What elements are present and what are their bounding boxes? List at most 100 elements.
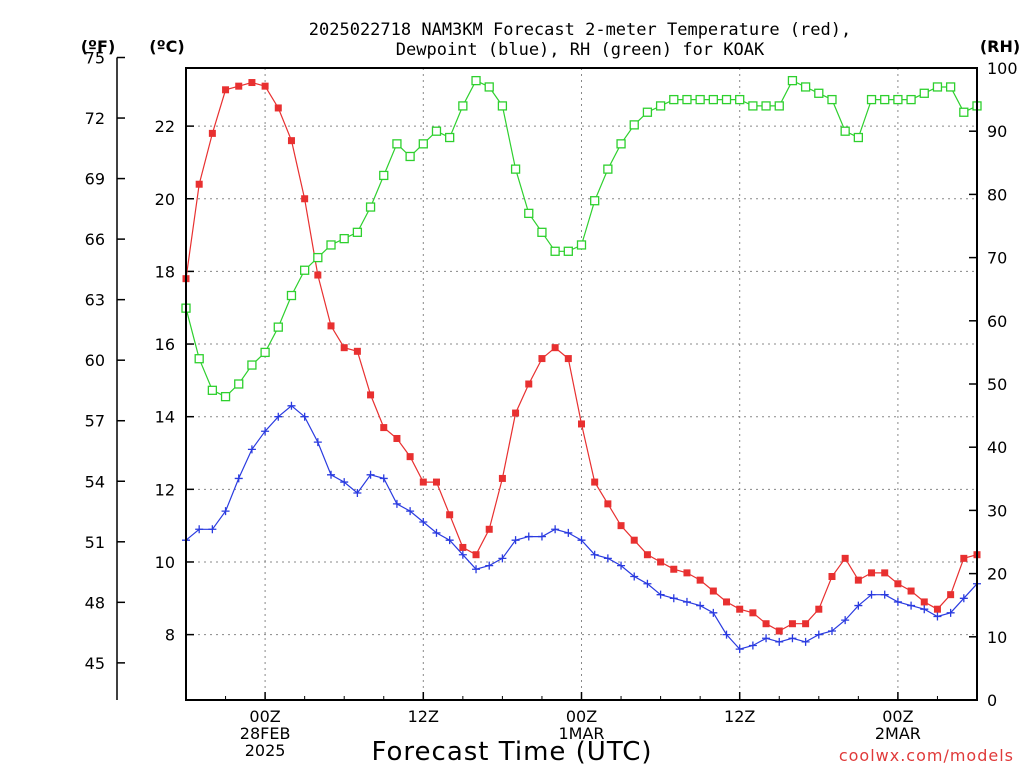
celsius-tick-label: 16 bbox=[155, 335, 175, 354]
dewpoint-point bbox=[537, 532, 546, 541]
dewpoint-point bbox=[814, 630, 823, 639]
rh-point bbox=[550, 246, 560, 256]
rh-point bbox=[326, 240, 336, 250]
fahrenheit-tick-label: 51 bbox=[85, 533, 105, 552]
dewpoint-point bbox=[261, 427, 270, 436]
dewpoint-point bbox=[195, 525, 204, 534]
fahrenheit-tick-label: 72 bbox=[85, 109, 105, 128]
temperature-point bbox=[696, 576, 704, 584]
dewpoint-point bbox=[511, 536, 520, 545]
temperature-point bbox=[907, 587, 915, 595]
rh-point bbox=[590, 196, 600, 206]
rh-point bbox=[471, 75, 481, 86]
dewpoint-point bbox=[485, 561, 494, 570]
rh-point bbox=[418, 139, 428, 149]
dewpoint-point bbox=[827, 626, 836, 635]
temperature-point bbox=[643, 551, 651, 559]
celsius-tick-label: 14 bbox=[155, 408, 175, 427]
rh-point bbox=[893, 94, 903, 105]
rh-point bbox=[642, 107, 653, 117]
rh-tick-label: 70 bbox=[987, 249, 1007, 268]
celsius-tick-label: 12 bbox=[155, 480, 175, 499]
temperature-point bbox=[380, 424, 388, 432]
rh-point bbox=[945, 82, 956, 92]
dewpoint-point bbox=[933, 612, 942, 621]
temperature-point bbox=[657, 558, 665, 566]
temperature-point bbox=[723, 598, 731, 606]
celsius-tick-label: 22 bbox=[155, 117, 175, 136]
temperature-point bbox=[525, 380, 533, 388]
celsius-tick-label: 10 bbox=[155, 553, 175, 572]
rh-point bbox=[405, 151, 415, 162]
rh-point bbox=[563, 246, 573, 256]
time-tick-label: 2MAR bbox=[875, 724, 921, 743]
rh-point bbox=[497, 101, 508, 111]
dewpoint-point bbox=[327, 470, 336, 479]
rh-point bbox=[906, 94, 916, 105]
dewpoint-point bbox=[406, 507, 415, 516]
rh-point bbox=[379, 170, 389, 181]
dewpoint-point bbox=[208, 525, 217, 534]
time-tick-label: 12Z bbox=[724, 707, 755, 726]
temperature-point bbox=[314, 271, 322, 279]
dewpoint-point bbox=[643, 579, 652, 588]
dewpoint-point bbox=[274, 412, 283, 421]
plot-frame bbox=[185, 67, 978, 701]
time-tick-label: 2025 bbox=[245, 741, 286, 760]
dewpoint-point bbox=[247, 445, 256, 454]
dewpoint-point bbox=[762, 634, 771, 643]
rh-point bbox=[669, 94, 679, 105]
temperature-point bbox=[788, 620, 796, 628]
axis-layer: 8 10 12 14 16 18 20 22 45 48 51 54 57 60 63 66 69 72 75 0 10… bbox=[85, 49, 1018, 760]
dewpoint-point bbox=[498, 554, 507, 563]
rh-point bbox=[207, 385, 218, 395]
rh-point bbox=[787, 75, 798, 86]
celsius-unit-label: (ºC) bbox=[149, 37, 184, 56]
rh-point bbox=[721, 94, 732, 105]
rh-tick-label: 20 bbox=[987, 565, 1007, 584]
rh-point bbox=[616, 139, 626, 149]
temperature-point bbox=[446, 511, 454, 519]
rh-point bbox=[431, 126, 442, 136]
rh-point bbox=[827, 94, 837, 105]
temperature-point bbox=[301, 195, 309, 203]
dewpoint-point bbox=[893, 597, 902, 606]
temperature-point bbox=[749, 609, 757, 617]
rh-point bbox=[352, 227, 363, 237]
rh-point bbox=[774, 101, 784, 111]
dewpoint-point bbox=[366, 470, 375, 479]
fahrenheit-tick-label: 75 bbox=[85, 49, 105, 68]
temperature-point bbox=[591, 478, 599, 486]
dewpoint-point bbox=[788, 634, 797, 643]
rh-point bbox=[445, 132, 455, 143]
dewpoint-point bbox=[617, 561, 626, 570]
rh-point bbox=[932, 82, 943, 92]
time-tick-label: 00Z bbox=[566, 707, 597, 726]
temperature-point bbox=[208, 129, 216, 137]
dewpoint-point bbox=[735, 645, 744, 654]
dewpoint-point bbox=[340, 478, 349, 487]
rh-point bbox=[220, 391, 231, 402]
fahrenheit-tick-label: 45 bbox=[85, 654, 105, 673]
dewpoint-point bbox=[353, 488, 362, 497]
temperature-point bbox=[419, 478, 427, 486]
rh-point bbox=[524, 208, 534, 219]
dewpoint-point bbox=[221, 507, 230, 516]
rh-tick-label: 0 bbox=[987, 691, 997, 710]
rh-point bbox=[510, 164, 521, 174]
dewpoint-point bbox=[696, 601, 705, 610]
temperature-point bbox=[498, 474, 506, 482]
temperature-point bbox=[683, 569, 691, 577]
fahrenheit-tick-label: 63 bbox=[85, 291, 105, 310]
rh-point bbox=[695, 94, 705, 105]
temperature-point bbox=[367, 391, 375, 399]
temperature-point bbox=[406, 453, 414, 461]
rh-point bbox=[458, 101, 468, 111]
rh-tick-label: 100 bbox=[987, 59, 1018, 78]
dewpoint-point bbox=[959, 594, 968, 603]
rh-point bbox=[880, 94, 890, 105]
chart-title-line-1: 2025022718 NAM3KM Forecast 2-meter Tempe… bbox=[309, 20, 851, 40]
dewpoint-point bbox=[379, 474, 388, 483]
rh-point bbox=[484, 82, 494, 92]
temperature-point bbox=[235, 82, 243, 90]
